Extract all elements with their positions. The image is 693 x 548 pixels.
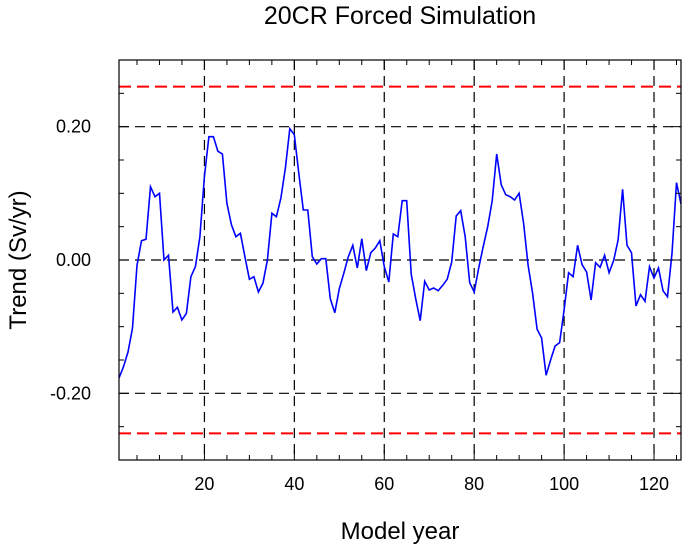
y-tick-label: -0.20 [50, 383, 91, 403]
y-tick-label: 0.00 [56, 250, 91, 270]
x-axis-label: Model year [341, 518, 460, 545]
y-axis-label: Trend (Sv/yr) [5, 190, 32, 329]
chart-title: 20CR Forced Simulation [264, 2, 536, 30]
x-tick-label: 40 [284, 474, 304, 494]
series-line [118, 126, 682, 379]
x-tick-label: 20 [194, 474, 214, 494]
x-tick-label: 60 [374, 474, 394, 494]
x-tick-label: 100 [549, 474, 579, 494]
x-tick-label: 120 [639, 474, 669, 494]
x-tick-label: 80 [464, 474, 484, 494]
y-tick-label: 0.20 [56, 117, 91, 137]
